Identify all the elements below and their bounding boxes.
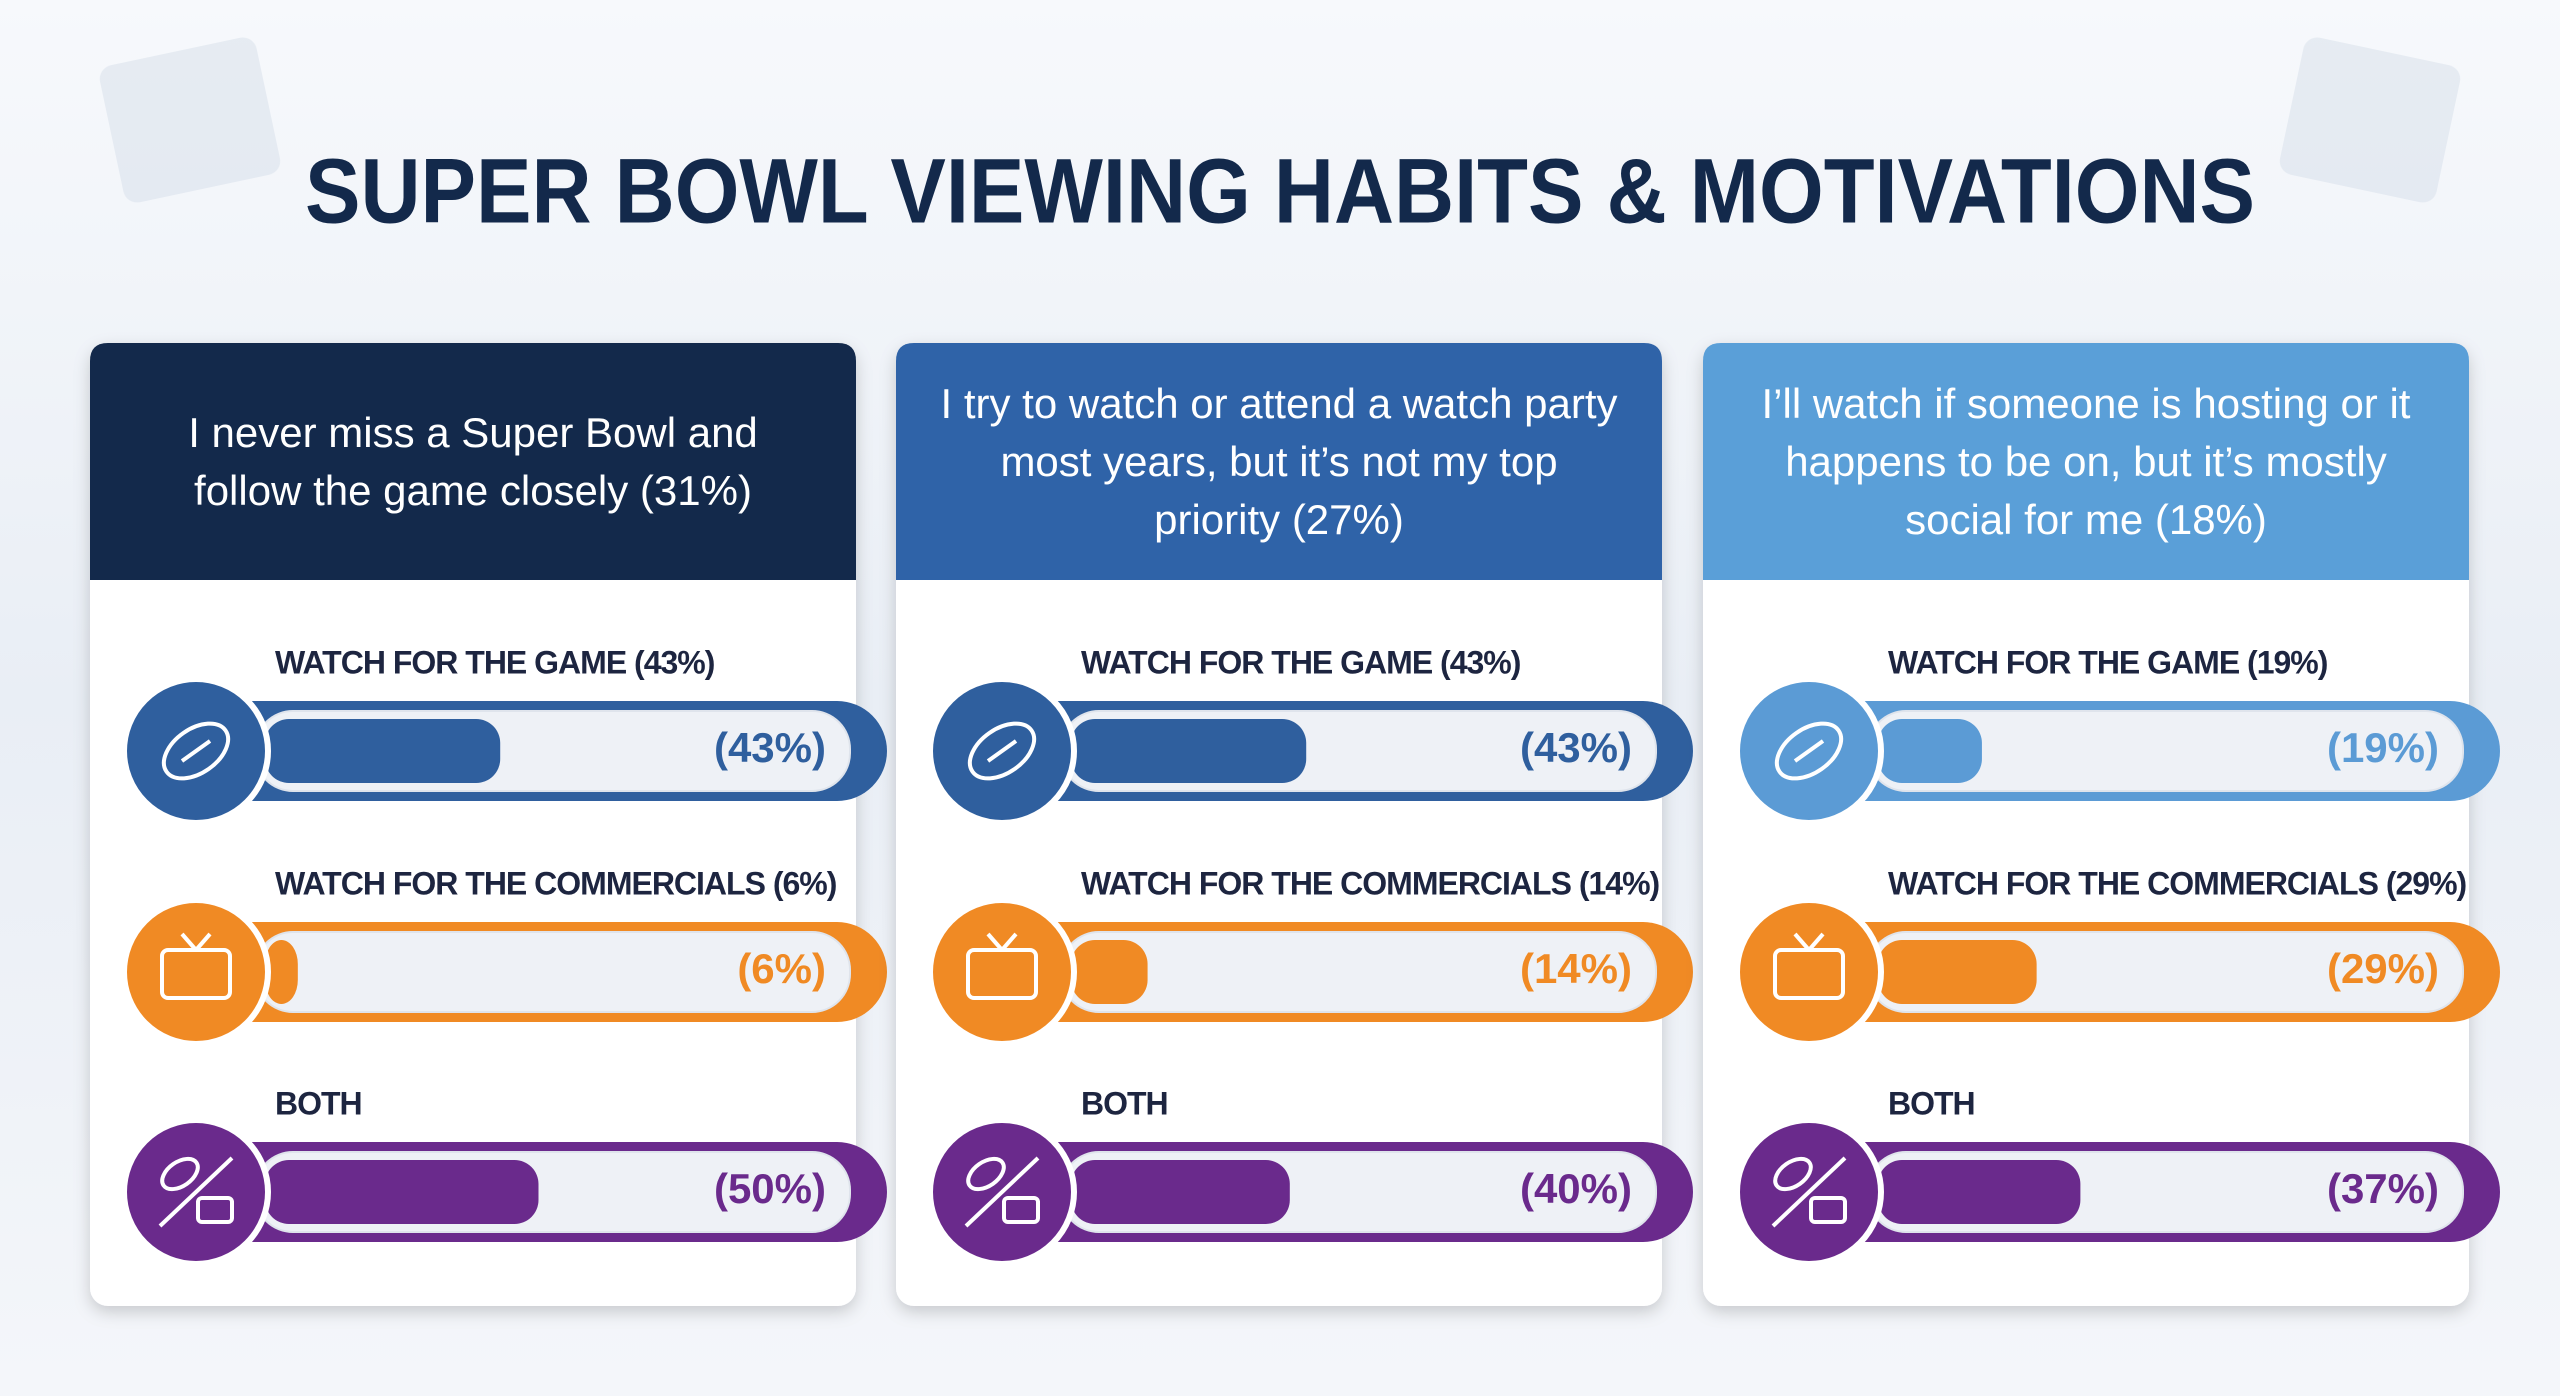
tv-icon <box>1002 1196 1040 1224</box>
panel-title: I never miss a Super Bowl and follow the… <box>188 408 758 514</box>
value-label: (29%) <box>2327 945 2439 992</box>
stadium-lights <box>99 37 2461 203</box>
panel-card <box>90 343 856 1306</box>
bar-label: WATCH FOR THE GAME (19%) <box>1888 644 2328 680</box>
panel-header <box>896 343 1662 580</box>
football-icon <box>967 721 1037 781</box>
tv-antenna <box>180 932 198 952</box>
divider <box>158 1156 234 1228</box>
bar <box>1071 1160 1290 1224</box>
bar <box>265 719 501 783</box>
bar-label: WATCH FOR THE GAME (43%) <box>275 644 715 680</box>
football-icon <box>1774 721 1844 781</box>
bar-label: BOTH <box>1081 1085 1168 1121</box>
bar-label: WATCH FOR THE COMMERCIALS (14%) <box>1081 865 1660 901</box>
panel-header <box>90 343 856 580</box>
bar <box>1878 940 2037 1004</box>
value-label: (14%) <box>1520 945 1632 992</box>
divider <box>964 1156 1040 1228</box>
panel-card <box>896 343 1662 1306</box>
panel-header <box>1703 343 2469 580</box>
bar <box>1071 719 1307 783</box>
football-icon <box>160 1156 200 1192</box>
value-label: (6%) <box>737 945 826 992</box>
bar-label: WATCH FOR THE GAME (43%) <box>1081 644 1521 680</box>
value-label: (43%) <box>714 724 826 771</box>
bar <box>265 940 298 1004</box>
page-title: SUPER BOWL VIEWING HABITS & MOTIVATIONS <box>305 140 2255 242</box>
tv-antenna <box>986 932 1004 952</box>
football-lace <box>180 739 212 763</box>
bar <box>1071 940 1148 1004</box>
value-label: (40%) <box>1520 1165 1632 1212</box>
bar-label: BOTH <box>1888 1085 1975 1121</box>
divider <box>1771 1156 1847 1228</box>
panel: I try to watch or attend a watch party m… <box>896 343 1693 1306</box>
tv-icon <box>196 1196 234 1224</box>
tv-antenna <box>194 932 212 952</box>
bar-label: WATCH FOR THE COMMERCIALS (6%) <box>275 865 837 901</box>
football-icon <box>1773 1156 1813 1192</box>
panel: I’ll watch if someone is hosting or it h… <box>1703 343 2500 1306</box>
bar-label: WATCH FOR THE COMMERCIALS (29%) <box>1888 865 2467 901</box>
bar <box>265 1160 539 1224</box>
value-label: (43%) <box>1520 724 1632 771</box>
icon-circle <box>121 897 271 1047</box>
bar-label: BOTH <box>275 1085 362 1121</box>
value-label: (37%) <box>2327 1165 2439 1212</box>
icon-circle <box>1734 897 1884 1047</box>
icon-circle <box>927 897 1077 1047</box>
panel: I never miss a Super Bowl and follow the… <box>90 343 887 1306</box>
football-lace <box>1793 739 1825 763</box>
tv-antenna <box>1807 932 1825 952</box>
panel-card <box>1703 343 2469 1306</box>
panel-title: I try to watch or attend a watch party m… <box>940 379 1618 543</box>
bar <box>1878 719 1982 783</box>
panel-header-box: I try to watch or attend a watch party m… <box>940 379 1618 543</box>
tv-antenna <box>1793 932 1811 952</box>
panel-title: I’ll watch if someone is hosting or it h… <box>1761 379 2411 543</box>
football-lace <box>986 739 1018 763</box>
football-icon <box>161 721 231 781</box>
football-icon <box>966 1156 1006 1192</box>
tv-antenna <box>1000 932 1018 952</box>
tv-icon <box>1809 1196 1847 1224</box>
panel-header-box: I never miss a Super Bowl and follow the… <box>188 408 758 514</box>
value-label: (50%) <box>714 1165 826 1212</box>
bar <box>1878 1160 2081 1224</box>
panel-header-box: I’ll watch if someone is hosting or it h… <box>1761 379 2411 543</box>
value-label: (19%) <box>2327 724 2439 771</box>
